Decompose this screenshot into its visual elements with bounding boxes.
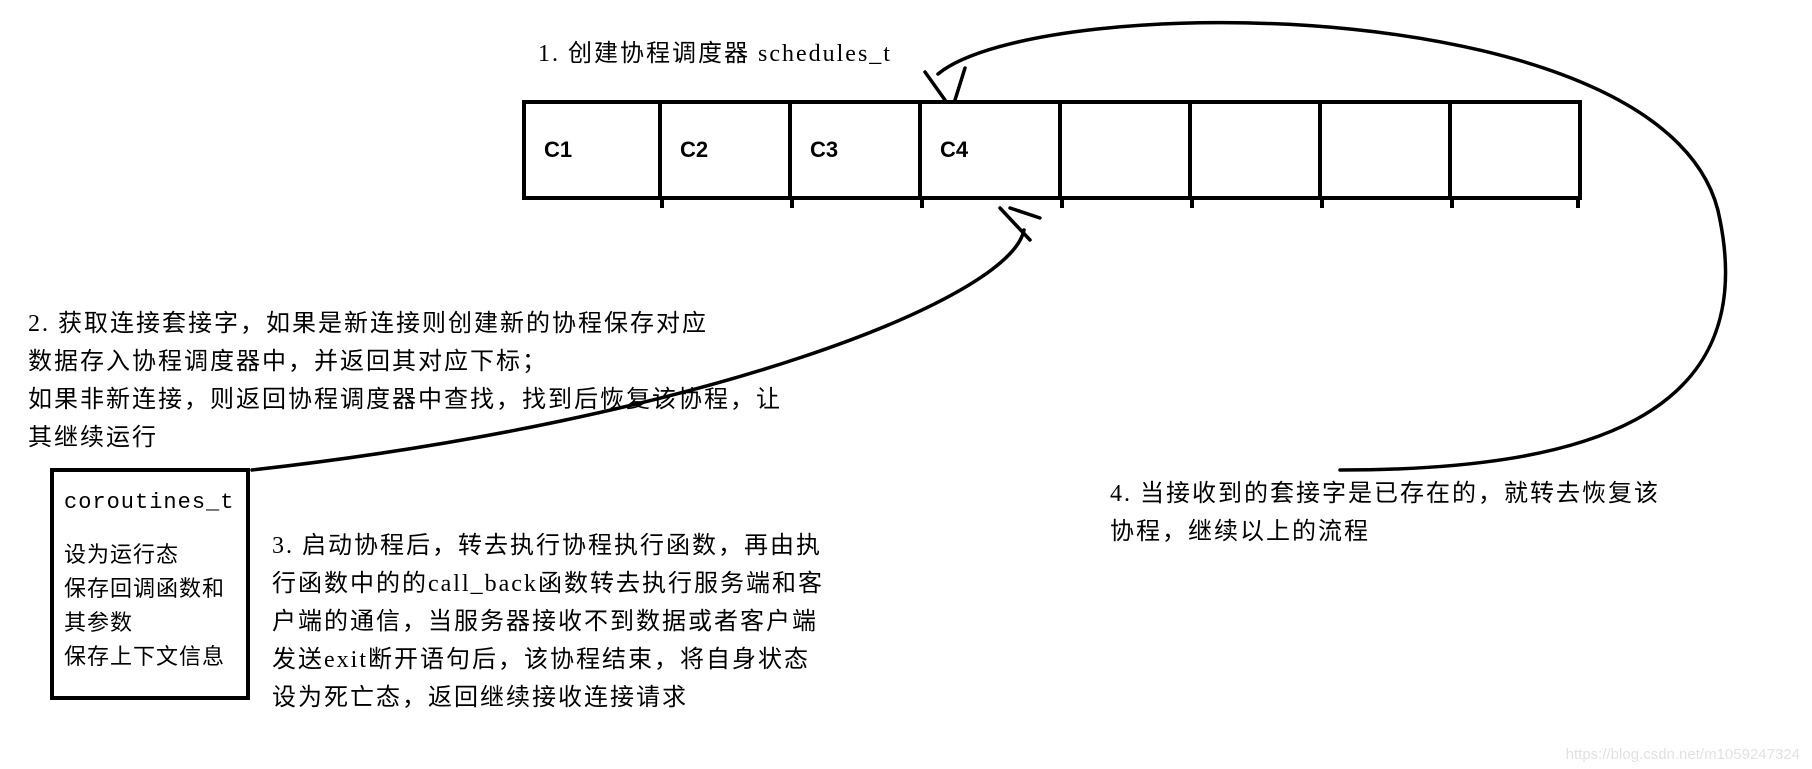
text-line: 3. 启动协程后，转去执行协程执行函数，再由执 <box>272 527 824 565</box>
step4-text: 4. 当接收到的套接字是已存在的，就转去恢复该协程，继续以上的流程 <box>1110 475 1660 551</box>
text-line: 行函数中的的call_back函数转去执行服务端和客 <box>272 565 824 603</box>
text-line: 设为运行态 <box>64 538 236 572</box>
text-line: 户端的通信，当服务器接收不到数据或者客户端 <box>272 603 824 641</box>
text-line: 发送exit断开语句后，该协程结束，将自身状态 <box>272 641 824 679</box>
text-line: 2. 获取连接套接字，如果是新连接则创建新的协程保存对应 <box>28 305 782 343</box>
step2-text: 2. 获取连接套接字，如果是新连接则创建新的协程保存对应数据存入协程调度器中，并… <box>28 305 782 457</box>
scheduler-cell <box>1062 100 1192 200</box>
coroutines-box-body: 设为运行态保存回调函数和其参数保存上下文信息 <box>64 538 236 674</box>
scheduler-cell <box>1322 100 1452 200</box>
coroutines-box-title: coroutines_t <box>64 486 236 520</box>
text-line: 4. 当接收到的套接字是已存在的，就转去恢复该 <box>1110 475 1660 513</box>
text-line: 保存上下文信息 <box>64 640 236 674</box>
scheduler-cell: C2 <box>662 100 792 200</box>
step3-text: 3. 启动协程后，转去执行协程执行函数，再由执行函数中的的call_back函数… <box>272 527 824 717</box>
watermark: https://blog.csdn.net/m1059247324 <box>1566 746 1800 763</box>
text-line: 协程，继续以上的流程 <box>1110 513 1660 551</box>
step1-title: 1. 创建协程调度器 schedules_t <box>538 33 892 68</box>
text-line: 如果非新连接，则返回协程调度器中查找，找到后恢复该协程，让 <box>28 381 782 419</box>
scheduler-cell <box>1452 100 1582 200</box>
text-line: 数据存入协程调度器中，并返回其对应下标； <box>28 343 782 381</box>
text-line: 其继续运行 <box>28 419 782 457</box>
text-line: 保存回调函数和 <box>64 572 236 606</box>
scheduler-cell: C4 <box>922 100 1062 200</box>
diagram-canvas: 1. 创建协程调度器 schedules_t C1C2C3C4 2. 获取连接套… <box>0 0 1812 769</box>
scheduler-cell: C1 <box>522 100 662 200</box>
text-line: 其参数 <box>64 606 236 640</box>
scheduler-cell <box>1192 100 1322 200</box>
scheduler-cells: C1C2C3C4 <box>522 100 1582 200</box>
scheduler-cell: C3 <box>792 100 922 200</box>
text-line: 设为死亡态，返回继续接收连接请求 <box>272 679 824 717</box>
coroutines-box: coroutines_t 设为运行态保存回调函数和其参数保存上下文信息 <box>50 468 250 700</box>
